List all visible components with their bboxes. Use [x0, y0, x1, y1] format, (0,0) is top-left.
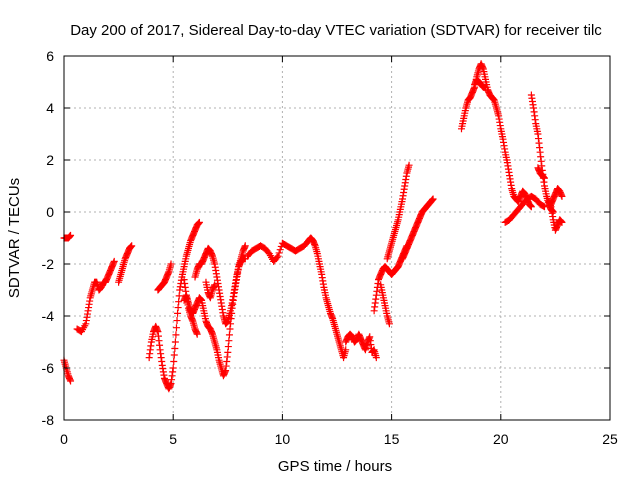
- data-point: [67, 231, 75, 239]
- x-tick-label: 15: [384, 431, 400, 447]
- y-tick-label: -6: [42, 360, 55, 376]
- data-point: [372, 354, 380, 362]
- data-point: [224, 348, 232, 356]
- data-point: [170, 358, 178, 365]
- x-axis-label: GPS time / hours: [278, 458, 392, 475]
- data-point: [174, 304, 182, 312]
- x-tick-label: 0: [60, 431, 68, 447]
- data-point: [274, 252, 282, 260]
- grid-lines: [64, 56, 610, 420]
- data-point: [172, 331, 180, 339]
- y-tick-label: 6: [46, 48, 54, 64]
- data-point: [273, 254, 281, 261]
- data-point: [275, 249, 283, 257]
- data-point: [558, 192, 566, 200]
- data-point: [174, 309, 182, 317]
- data-point: [110, 257, 118, 265]
- data-point: [175, 292, 183, 300]
- y-axis-label: SDTVAR / TECUs: [6, 178, 23, 298]
- data-points: [60, 60, 566, 393]
- y-tick-label: 2: [46, 152, 54, 168]
- y-tick-label: 0: [46, 204, 54, 220]
- data-point: [539, 202, 547, 210]
- data-point: [527, 203, 535, 211]
- y-tick-label: 4: [46, 100, 54, 116]
- data-point: [171, 345, 179, 352]
- plot-frame: [63, 55, 611, 421]
- data-point: [172, 324, 180, 332]
- data-point: [558, 218, 566, 226]
- data-point: [342, 346, 350, 354]
- y-tick-label: -4: [42, 308, 55, 324]
- data-point: [385, 320, 393, 328]
- data-point: [241, 242, 249, 250]
- x-tick-label: 25: [602, 431, 618, 447]
- data-point: [173, 317, 181, 325]
- x-tick-label: 5: [169, 431, 177, 447]
- data-point: [175, 298, 183, 306]
- data-point: [429, 195, 437, 203]
- data-point: [193, 330, 201, 338]
- data-point: [405, 161, 413, 169]
- x-tick-label: 10: [275, 431, 291, 447]
- data-point: [225, 331, 233, 339]
- data-point: [195, 218, 203, 226]
- chart-title: Day 200 of 2017, Sidereal Day-to-day VTE…: [70, 22, 602, 39]
- data-point: [171, 338, 179, 346]
- data-point: [167, 260, 175, 268]
- data-point: [211, 281, 219, 289]
- data-point: [170, 351, 178, 359]
- data-point: [224, 343, 232, 351]
- data-point: [276, 246, 284, 254]
- y-tick-label: -8: [42, 412, 55, 428]
- data-point: [225, 337, 233, 345]
- data-point: [169, 364, 177, 372]
- data-point: [482, 83, 490, 91]
- x-tick-label: 20: [493, 431, 509, 447]
- data-point: [540, 174, 548, 182]
- y-tick-label: -2: [42, 256, 55, 272]
- axes: 0 5 10 15 20 25 -8 -6 -4 -2 0 2 4 6: [42, 48, 618, 447]
- data-point: [128, 242, 136, 250]
- data-point: [67, 377, 75, 385]
